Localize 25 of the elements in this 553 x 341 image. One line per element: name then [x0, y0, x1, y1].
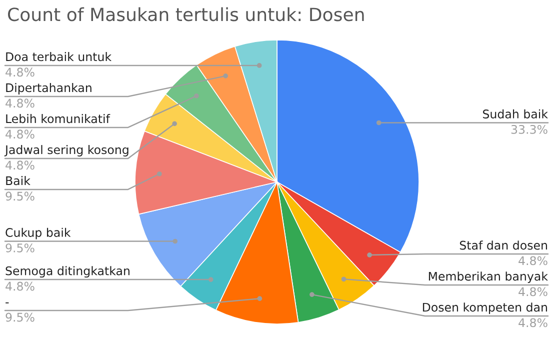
slice-label: Lebih komunikatif: [6, 114, 110, 124]
slice-label: Jadwal sering kosong: [4, 145, 128, 156]
slice-label: Semoga ditingkatkan: [6, 266, 130, 278]
data-label: 4.8%: [6, 130, 34, 139]
data-label: 4.8%: [518, 256, 548, 266]
slice-label: -: [6, 302, 9, 304]
data-label: 4.8%: [6, 98, 34, 108]
data-label: 33.3%: [511, 124, 548, 134]
slice-label: Sudah baik: [482, 109, 548, 118]
slice-label: Baik: [6, 176, 30, 186]
data-label: 9.5%: [6, 312, 34, 322]
slice-label: Dipertahankan: [6, 83, 92, 94]
data-label: 4.8%: [6, 282, 34, 291]
data-label: 4.8%: [518, 287, 548, 296]
slice-label: Memberikan banyak: [428, 272, 548, 283]
slice-label: Cukup baik: [6, 228, 71, 240]
slice-label: Doa terbaik untuk: [6, 52, 112, 62]
data-label: 9.5%: [6, 192, 34, 201]
slice-label: Staf dan dosen: [460, 240, 547, 250]
chart-title: Count of Masukan tertulis untuk: Dosen: [8, 7, 364, 22]
data-label: 4.8%: [518, 318, 548, 328]
slice-label: Dosen kompeten dan: [422, 302, 547, 314]
data-label: 4.8%: [6, 160, 34, 170]
data-label: 9.5%: [6, 243, 34, 252]
data-label: 4.8%: [6, 68, 34, 77]
